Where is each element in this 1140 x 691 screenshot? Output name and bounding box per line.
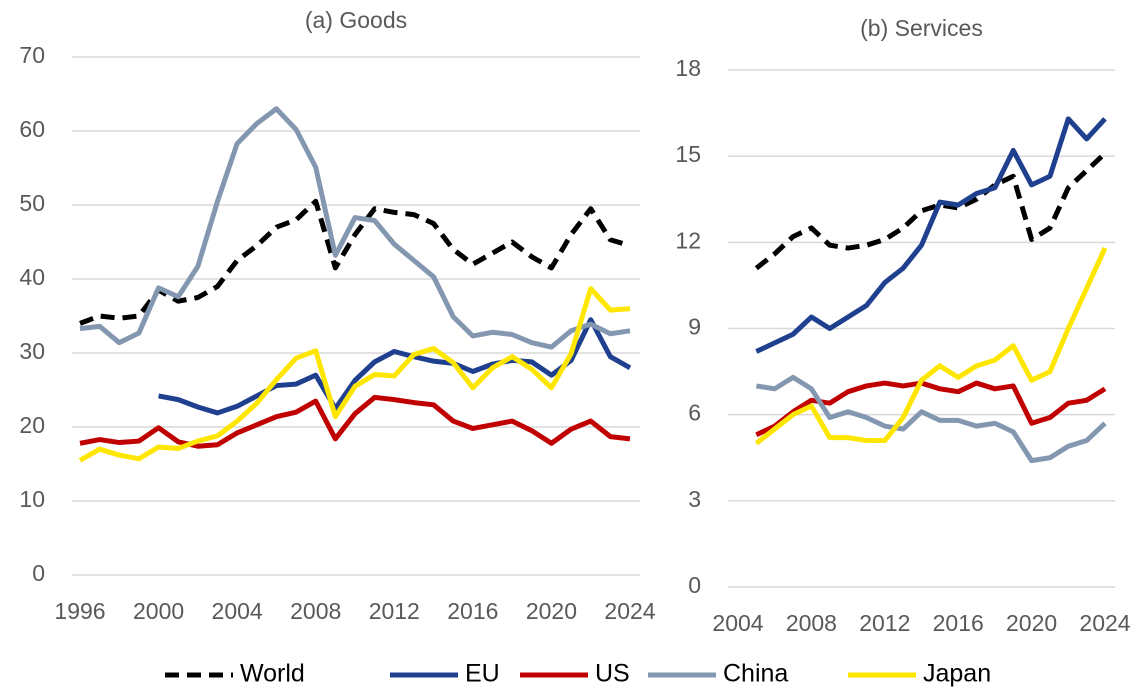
y-tick-label: 0 bbox=[32, 560, 45, 586]
y-tick-label: 60 bbox=[19, 116, 45, 142]
x-tick-label: 2012 bbox=[369, 598, 420, 624]
y-tick-label: 15 bbox=[675, 141, 701, 167]
y-tick-label: 10 bbox=[19, 486, 45, 512]
x-tick-label: 2008 bbox=[290, 598, 341, 624]
x-tick-label: 2004 bbox=[212, 598, 263, 624]
series-line bbox=[755, 380, 1107, 438]
y-tick-label: 30 bbox=[19, 338, 45, 364]
x-tick-label: 1996 bbox=[54, 598, 105, 624]
y-tick-label: 6 bbox=[688, 400, 701, 426]
legend-label: US bbox=[595, 660, 630, 688]
y-tick-label: 50 bbox=[19, 190, 45, 216]
y-tick-label: 9 bbox=[688, 314, 701, 340]
y-tick-label: 3 bbox=[688, 486, 701, 512]
series-line bbox=[755, 374, 1107, 464]
series-line bbox=[79, 106, 631, 350]
y-tick-label: 18 bbox=[675, 55, 701, 81]
legend-label: EU bbox=[465, 660, 500, 688]
x-tick-label: 2024 bbox=[1079, 610, 1130, 636]
series-line bbox=[78, 286, 631, 463]
x-tick-label: 2020 bbox=[1006, 610, 1057, 636]
x-tick-label: 2024 bbox=[604, 598, 655, 624]
series-line bbox=[79, 394, 631, 449]
y-tick-label: 0 bbox=[688, 572, 701, 598]
y-tick-label: 12 bbox=[675, 227, 701, 253]
x-tick-label: 2016 bbox=[447, 598, 498, 624]
x-tick-label: 2012 bbox=[859, 610, 910, 636]
legend-label: World bbox=[240, 660, 305, 688]
series-line bbox=[754, 151, 1107, 271]
legend-label: Japan bbox=[923, 660, 991, 688]
legend: World EU US China Japan bbox=[165, 660, 991, 688]
x-tick-label: 2008 bbox=[786, 610, 837, 636]
series-line bbox=[754, 247, 1108, 446]
y-tick-label: 20 bbox=[19, 412, 45, 438]
y-tick-label: 70 bbox=[19, 42, 45, 68]
chart-title: (b) Services bbox=[860, 15, 983, 41]
chart-title: (a) Goods bbox=[305, 7, 407, 33]
series-line bbox=[755, 116, 1107, 354]
x-tick-label: 2000 bbox=[133, 598, 184, 624]
x-tick-label: 2004 bbox=[712, 610, 763, 636]
legend-label: China bbox=[723, 660, 788, 688]
x-tick-label: 2020 bbox=[526, 598, 577, 624]
x-tick-label: 2016 bbox=[933, 610, 984, 636]
series-line bbox=[158, 317, 632, 416]
series-line bbox=[79, 198, 631, 326]
y-tick-label: 40 bbox=[19, 264, 45, 290]
